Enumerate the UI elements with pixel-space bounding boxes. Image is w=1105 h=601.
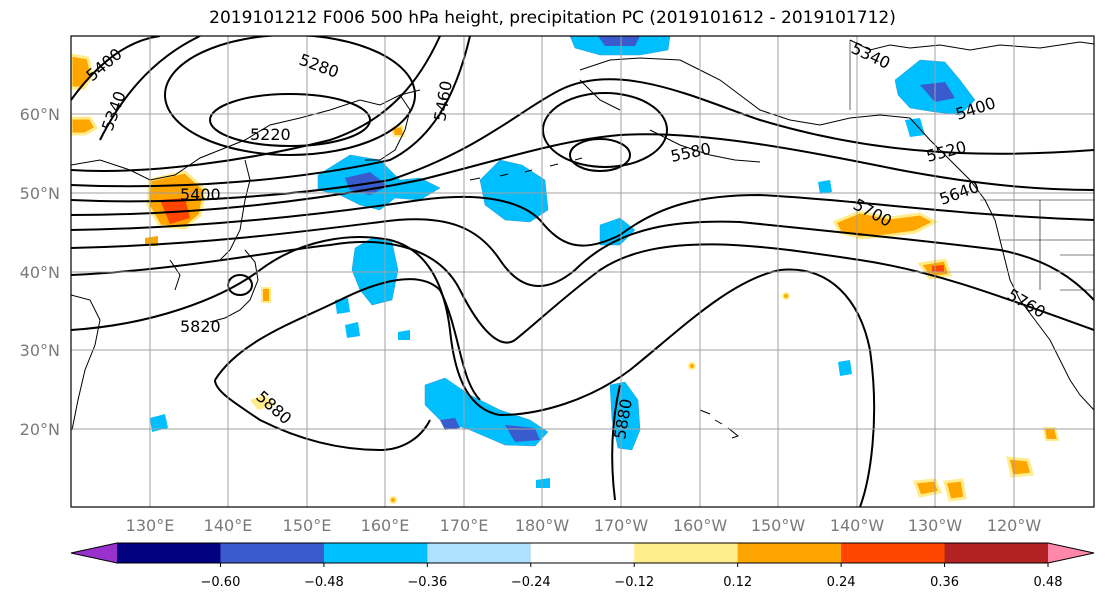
colorbar: −0.60 −0.48 −0.36 −0.24 −0.12 0.12 0.24 0.36 0.4… [70, 542, 1095, 590]
borders [849, 40, 1094, 291]
colorbar-swatch [634, 543, 739, 563]
lat-label-50n: 50°N [20, 184, 60, 203]
colorbar-tick-label: −0.36 [407, 575, 447, 590]
lat-label-30n: 30°N [20, 341, 60, 360]
lat-label-20n: 20°N [20, 420, 60, 439]
colorbar-tick-label: −0.60 [201, 575, 241, 590]
colorbar-tick-label: −0.12 [614, 575, 654, 590]
map-gridlines [71, 36, 1094, 507]
lon-label: 150°W [751, 516, 806, 535]
lon-label: 170°E [440, 516, 489, 535]
lat-label-40n: 40°N [20, 263, 60, 282]
colorbar-extend-low [71, 543, 117, 563]
lon-label: 150°E [283, 516, 332, 535]
longitude-labels: 130°E 140°E 150°E 160°E 170°E 180°W 170°… [126, 516, 1042, 535]
colorbar-tick-label: 0.36 [930, 575, 959, 590]
colorbar-tick-label: −0.48 [304, 575, 344, 590]
colorbar-tick-label: −0.24 [511, 575, 551, 590]
lon-label: 170°W [594, 516, 649, 535]
colorbar-tick-label: 0.48 [1034, 575, 1063, 590]
contour-label: 5400 [180, 185, 221, 204]
lon-label: 130°W [908, 516, 963, 535]
lon-label: 160°E [361, 516, 410, 535]
lon-label: 180°W [515, 516, 570, 535]
lon-label: 160°W [673, 516, 728, 535]
map-title: 2019101212 F006 500 hPa height, precipit… [209, 8, 896, 28]
lon-label: 120°W [987, 516, 1042, 535]
colorbar-swatch [323, 543, 428, 563]
colorbar-swatch [944, 543, 1049, 563]
latitude-labels: 60°N 50°N 40°N 30°N 20°N [20, 105, 60, 439]
colorbar-swatch [737, 543, 842, 563]
lon-label: 130°E [126, 516, 175, 535]
colorbar-tick-label: 0.24 [827, 575, 856, 590]
colorbar-extend-high [1048, 543, 1094, 563]
colorbar-swatch [530, 543, 635, 563]
colorbar-swatch [117, 543, 221, 563]
colorbar-swatch [427, 543, 532, 563]
map-frame [70, 35, 1095, 508]
lon-label: 140°E [204, 516, 253, 535]
colorbar-tick-label: 0.12 [723, 575, 752, 590]
lon-label: 140°W [830, 516, 885, 535]
height-contours [71, 36, 1094, 507]
colorbar-swatch [220, 543, 325, 563]
colorbar-swatch [841, 543, 946, 563]
contour-label: 5220 [250, 125, 291, 144]
lat-label-60n: 60°N [20, 105, 60, 124]
contour-label: 5820 [180, 317, 221, 336]
